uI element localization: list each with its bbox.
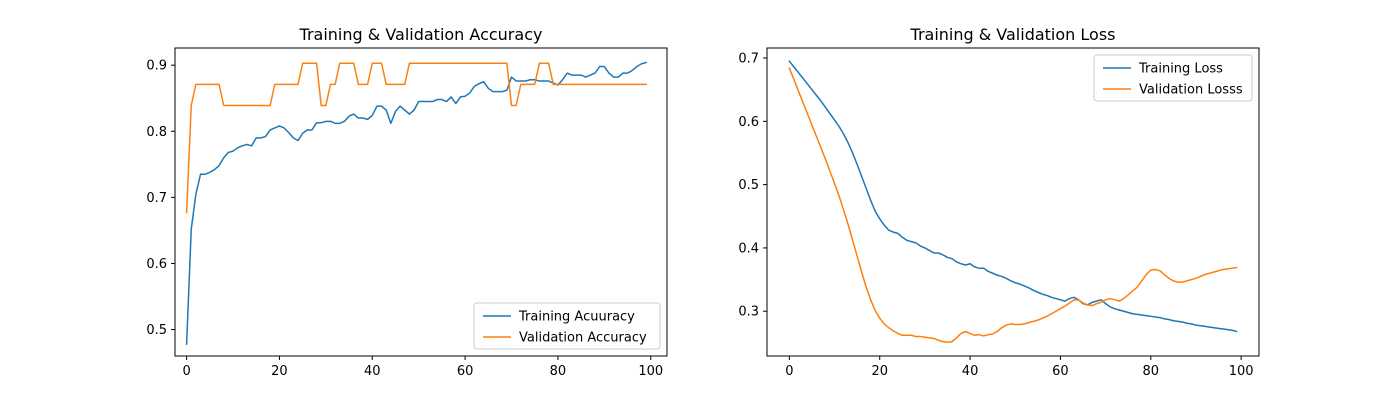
loss-x-axis: 0 20 40 60 80 100 [785, 356, 1254, 379]
loss-y-axis: 0.3 0.4 0.5 0.6 0.7 [738, 52, 767, 320]
loss-series-layer [788, 60, 1238, 344]
loss-y-tick-label: 0.6 [738, 115, 759, 130]
accuracy-x-tick-label: 20 [271, 364, 288, 379]
loss-y-tick-label: 0.5 [738, 178, 759, 193]
accuracy-y-tick-label: 0.7 [146, 191, 167, 206]
accuracy-x-tick-label: 60 [457, 364, 474, 379]
accuracy-x-axis: 0 20 40 60 80 100 [182, 356, 663, 379]
loss-legend-label-training: Training Loss [1138, 62, 1223, 77]
loss-chart-title: Training & Validation Loss [910, 25, 1116, 44]
loss-legend: Training Loss Validation Losss [1093, 54, 1253, 102]
accuracy-chart-title: Training & Validation Accuracy [299, 25, 543, 44]
loss-x-tick-label: 0 [785, 364, 793, 379]
loss-series-line-training [788, 60, 1238, 333]
accuracy-y-axis: 0.5 0.6 0.7 0.8 0.9 [146, 59, 175, 338]
loss-series-line-validation [788, 67, 1238, 344]
accuracy-x-tick-label: 40 [364, 364, 381, 379]
loss-x-tick-label: 60 [1052, 364, 1069, 379]
accuracy-x-tick-label: 100 [638, 364, 663, 379]
loss-y-tick-label: 0.3 [738, 305, 759, 320]
accuracy-x-tick-label: 0 [182, 364, 190, 379]
loss-y-tick-label: 0.4 [738, 241, 759, 256]
accuracy-series-line-validation [185, 62, 647, 214]
loss-x-tick-label: 100 [1229, 364, 1254, 379]
loss-legend-box [1093, 54, 1253, 102]
accuracy-legend-label-validation: Validation Accuracy [519, 331, 647, 346]
accuracy-x-tick-label: 80 [550, 364, 567, 379]
accuracy-plot-frame [174, 47, 668, 357]
loss-chart: Training & Validation Loss 0 20 40 60 80 100 … [738, 25, 1260, 379]
accuracy-y-tick-label: 0.9 [146, 59, 167, 74]
accuracy-legend-label-training: Training Acuuracy [518, 310, 635, 325]
loss-x-tick-label: 80 [1143, 364, 1160, 379]
accuracy-y-tick-label: 0.8 [146, 125, 167, 140]
accuracy-series-line-training [185, 61, 648, 345]
accuracy-y-tick-label: 0.6 [146, 257, 167, 272]
accuracy-chart: Training & Validation Accuracy 0 20 40 60 80… [146, 25, 668, 379]
accuracy-legend: Training Acuuracy Validation Accuracy [473, 302, 661, 350]
accuracy-y-tick-label: 0.5 [146, 323, 167, 338]
loss-y-tick-label: 0.7 [738, 52, 759, 67]
loss-plot-frame [766, 47, 1260, 357]
loss-x-tick-label: 40 [962, 364, 979, 379]
accuracy-series-layer [185, 61, 648, 345]
loss-legend-label-validation: Validation Losss [1139, 83, 1243, 98]
loss-x-tick-label: 20 [871, 364, 888, 379]
accuracy-legend-box [473, 302, 661, 350]
